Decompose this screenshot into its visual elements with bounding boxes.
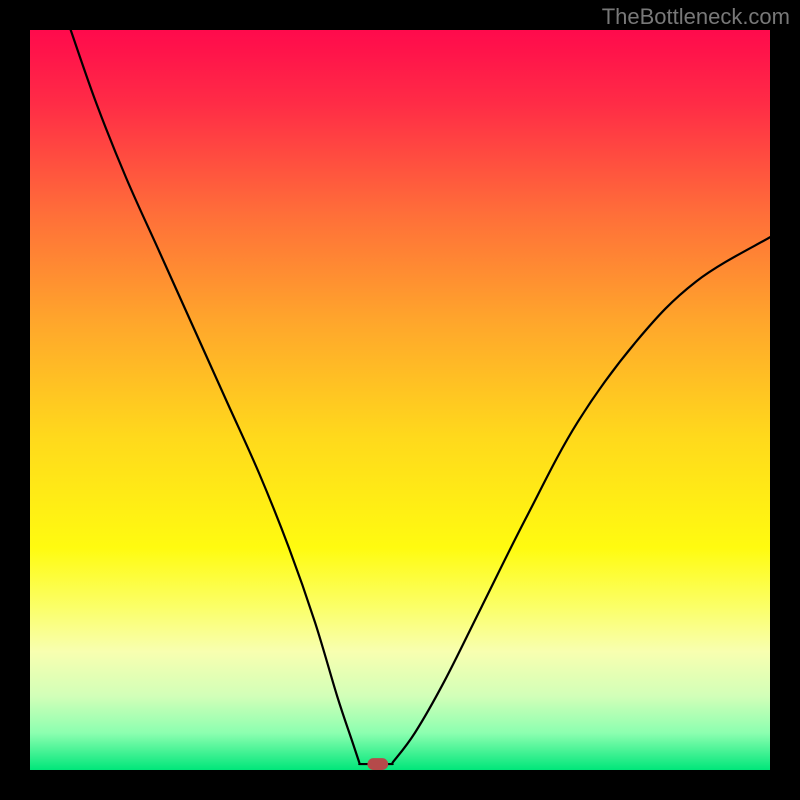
chart-frame: TheBottleneck.com — [0, 0, 800, 800]
watermark-text: TheBottleneck.com — [602, 4, 790, 30]
gradient-background — [30, 30, 770, 770]
plot-svg — [30, 30, 770, 770]
optimal-marker — [367, 758, 388, 770]
plot-area — [30, 30, 770, 770]
